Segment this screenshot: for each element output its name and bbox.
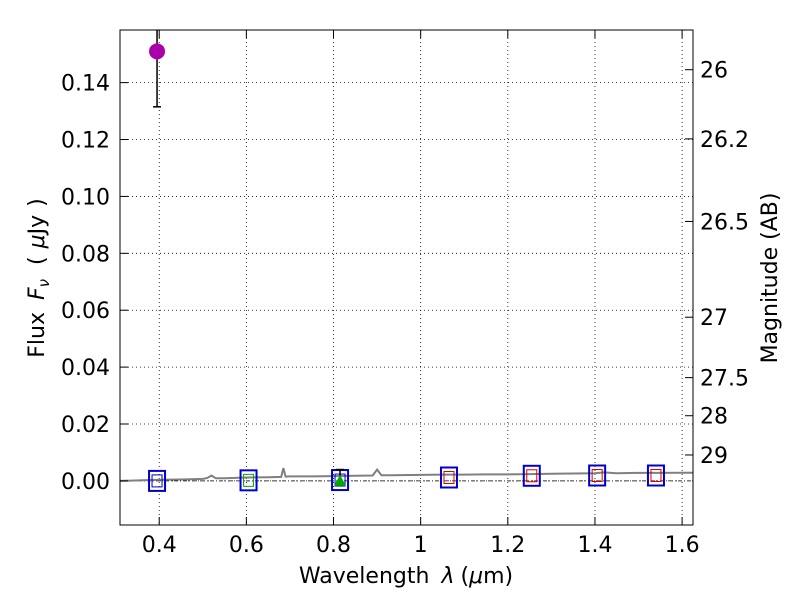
x-tick-label: 0.4 [142,533,177,558]
model-photometry-inner [526,469,538,483]
y-axis-label-text: Flux [25,312,50,358]
x-axis-label: Wavelength λ (μm) [299,564,513,589]
y2-axis-label: Magnitude (AB) [758,193,783,364]
model-photometry-point [439,466,458,489]
grid-lines [120,30,693,525]
model-photometry-inner [151,474,163,488]
axis-ticks: 0.4 0.6 0.8 1 1.2 1.4 1.6 0.00 0.02 0.04 0.06 0.08 0… [61,30,749,558]
model-photometry-square [588,464,607,487]
y-tick-label: 0.14 [61,72,110,97]
x-tick-label: 0.8 [316,533,351,558]
x-axis-label-symbol: λ [440,564,454,589]
y-axis-label-unit-open: ( [25,256,50,265]
y-tick-label: 0.06 [61,299,110,324]
y-tick-label: 0.10 [61,185,110,210]
y2-tick-label: 27 [700,306,728,331]
data-series [119,30,693,492]
detection-point [149,30,166,108]
x-axis-label-unit-rest: m) [483,564,513,589]
y-axis-label-symbol: F [25,287,50,300]
y-axis-label: Flux Fν ( μJy) [25,198,53,357]
y-tick-label: 0.00 [61,470,110,495]
detection-marker [149,43,166,60]
y-axis-label-symbol-sub: ν [35,279,53,287]
x-tick-label: 0.6 [229,533,264,558]
model-photometry-point [588,464,607,487]
model-photometry-square [439,466,458,489]
x-tick-label: 1.6 [665,533,700,558]
y-tick-label: 0.08 [61,242,110,267]
y-axis-label-unit-rest: Jy [25,215,50,237]
model-photometry-point [239,469,258,492]
x-axis-label-text: Wavelength [299,564,430,589]
upper-limit-triangle [334,474,347,486]
x-tick-label: 1 [414,533,428,558]
x-axis-label-unit-open: ( [460,564,469,589]
y-axis-label-unit-close: ) [25,198,50,207]
model-photometry-inner [443,470,455,484]
model-photometry-square [148,469,167,492]
y-tick-label: 0.12 [61,129,110,154]
model-photometry-inner [243,473,255,487]
x-axis-label-unit-mu: μ [468,564,483,589]
plot-frame [119,29,694,526]
x-tick-label: 1.4 [577,533,612,558]
y2-tick-label: 26.2 [700,128,749,153]
x-tick-label: 1.2 [490,533,525,558]
model-photometry-point [522,464,541,487]
model-photometry-square [239,469,258,492]
y-tick-label: 0.04 [61,356,110,381]
y2-tick-label: 26 [700,59,728,84]
y2-tick-label: 26.5 [700,210,749,235]
model-photometry-point [646,464,665,487]
y-tick-label: 0.02 [61,413,110,438]
model-photometry-square [646,464,665,487]
y2-tick-label: 27.5 [700,367,749,392]
upper-limit-point [334,468,347,486]
model-spectrum-line [119,467,693,482]
model-photometry-point [148,469,167,492]
model-photometry-inner [650,469,662,482]
model-photometry-inner [591,469,603,482]
model-photometry-square [522,464,541,487]
y-axis-label-unit-mu: μ [25,234,50,249]
y2-tick-label: 29 [700,444,728,469]
y2-tick-label: 28 [700,405,728,430]
